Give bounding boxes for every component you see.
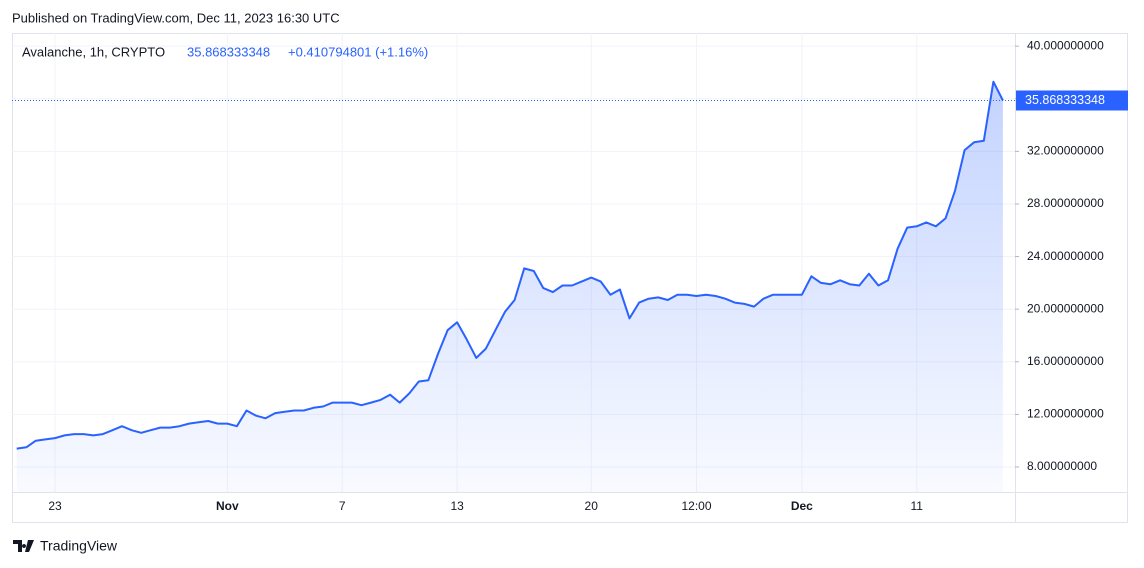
y-tick-label: 8.000000000 <box>1027 459 1097 473</box>
area-fill <box>16 81 1003 492</box>
y-tick-label: 16.000000000 <box>1027 354 1104 368</box>
plot <box>12 80 1015 492</box>
x-tick-label: 7 <box>339 499 346 513</box>
last-price: 35.868333348 <box>187 44 270 59</box>
x-tick-label: 20 <box>585 499 599 513</box>
series-name: Avalanche, 1h, CRYPTO <box>22 44 165 59</box>
y-tick-label: 24.000000000 <box>1027 249 1104 263</box>
price-line <box>16 80 1004 450</box>
y-tick-label: 28.000000000 <box>1027 196 1104 210</box>
x-tick-label: Nov <box>216 499 239 513</box>
x-tick-label: Dec <box>791 499 813 513</box>
brand-name: TradingView <box>40 538 118 554</box>
x-tick-label: 11 <box>911 499 924 513</box>
y-tick-label: 32.000000000 <box>1027 144 1104 158</box>
x-tick-label: 23 <box>48 499 62 513</box>
last-price-tag <box>1016 90 1128 111</box>
last-price-tag-label: 35.868333348 <box>1025 93 1105 107</box>
published-note: Published on TradingView.com, Dec 11, 20… <box>12 10 340 25</box>
y-tick-label: 40.000000000 <box>1027 38 1104 52</box>
price-change: +0.410794801 (+1.16%) <box>288 44 428 59</box>
y-tick-label: 12.000000000 <box>1027 407 1104 421</box>
brand-logo <box>13 540 34 552</box>
y-tick-label: 20.000000000 <box>1027 301 1104 315</box>
chart-frame <box>12 33 1128 523</box>
x-tick-label: 13 <box>450 499 464 513</box>
x-tick-label: 12:00 <box>682 499 712 513</box>
